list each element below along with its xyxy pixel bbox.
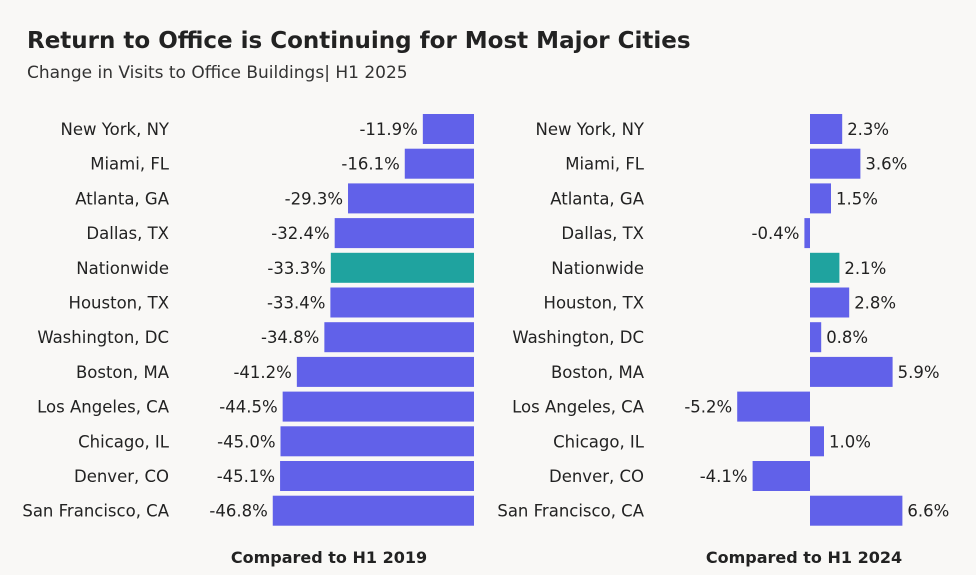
bar [404, 148, 474, 179]
category-label: Nationwide [76, 259, 169, 278]
data-label: -41.2% [233, 363, 291, 382]
chart-subtitle: Change in Visits to Office Buildings| H1… [27, 63, 408, 83]
bar [330, 252, 474, 283]
category-label: Nationwide [551, 259, 644, 278]
category-label: Washington, DC [37, 328, 169, 347]
bar [804, 218, 810, 249]
axis-title: Compared to H1 2019 [231, 548, 427, 567]
data-label: 5.9% [898, 363, 940, 382]
bar [810, 426, 824, 457]
bar [324, 322, 474, 353]
bar [810, 287, 850, 318]
category-label: Chicago, IL [553, 432, 645, 451]
data-label: -29.3% [285, 189, 343, 208]
data-label: 3.6% [865, 155, 907, 174]
category-label: Boston, MA [76, 363, 170, 382]
axis-title: Compared to H1 2024 [706, 548, 902, 567]
data-label: 0.8% [826, 328, 868, 347]
bar [810, 495, 903, 526]
data-label: 2.8% [854, 294, 896, 313]
bar [280, 461, 474, 491]
data-label: 6.6% [907, 502, 949, 521]
data-label: -5.2% [684, 398, 732, 417]
category-label: Chicago, IL [78, 432, 170, 451]
data-label: 2.1% [844, 259, 886, 278]
bar [334, 218, 474, 249]
category-label: Houston, TX [69, 294, 169, 313]
bar-panel-2: New York, NY 2.3% Miami, FL 3.6% Atlanta, GA… [497, 114, 949, 567]
data-label: -16.1% [341, 155, 399, 174]
bar [280, 426, 474, 457]
data-label: -46.8% [209, 502, 267, 521]
bar [810, 148, 861, 179]
bar [752, 461, 810, 491]
data-label: -44.5% [219, 398, 277, 417]
category-label: Miami, FL [90, 155, 170, 174]
category-label: Atlanta, GA [550, 189, 644, 208]
bar [296, 356, 474, 387]
data-label: -32.4% [271, 224, 329, 243]
category-label: Washington, DC [512, 328, 644, 347]
bar [272, 495, 474, 526]
bar [810, 252, 840, 283]
category-label: Boston, MA [551, 363, 645, 382]
bar [330, 287, 474, 318]
category-label: San Francisco, CA [497, 502, 644, 521]
data-label: -4.1% [700, 467, 748, 486]
data-label: -45.1% [217, 467, 275, 486]
category-label: Los Angeles, CA [512, 398, 645, 417]
bar [810, 183, 831, 214]
category-label: Dallas, TX [86, 224, 169, 243]
category-label: Denver, CO [549, 467, 644, 486]
category-label: New York, NY [61, 120, 170, 139]
category-label: Miami, FL [565, 155, 645, 174]
chart-title: Return to Office is Continuing for Most … [27, 28, 691, 54]
bar [810, 356, 893, 387]
category-label: San Francisco, CA [22, 502, 169, 521]
data-label: -11.9% [359, 120, 417, 139]
data-label: 1.0% [829, 432, 871, 451]
data-label: -34.8% [261, 328, 319, 347]
bar [810, 322, 822, 353]
data-label: -45.0% [217, 432, 275, 451]
category-label: Houston, TX [544, 294, 644, 313]
category-label: Atlanta, GA [75, 189, 169, 208]
bar [422, 114, 474, 144]
bar [737, 391, 810, 422]
category-label: Denver, CO [74, 467, 169, 486]
category-label: Dallas, TX [561, 224, 644, 243]
data-label: -0.4% [752, 224, 800, 243]
data-label: 1.5% [836, 189, 878, 208]
category-label: Los Angeles, CA [37, 398, 170, 417]
bar-panel-1: New York, NY -11.9% Miami, FL -16.1% Atlanta… [22, 114, 474, 567]
bar [348, 183, 474, 214]
data-label: -33.4% [267, 294, 325, 313]
data-label: 2.3% [847, 120, 889, 139]
bar [282, 391, 474, 422]
data-label: -33.3% [267, 259, 325, 278]
bar [810, 114, 843, 144]
category-label: New York, NY [536, 120, 645, 139]
